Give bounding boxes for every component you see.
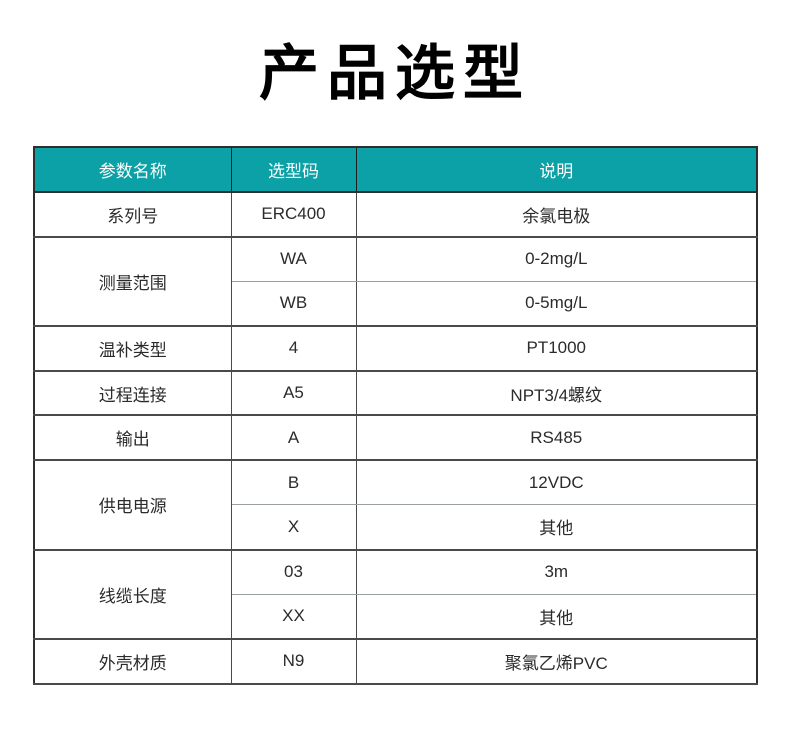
param-cell: 过程连接 [33,370,232,417]
code-cell: B [230,460,357,506]
desc-cell: 3m [355,549,758,595]
desc-cell: NPT3/4螺纹 [355,370,758,417]
table-row: 测量范围 WA 0-2mg/L [33,236,758,328]
param-cell: 测量范围 [33,236,232,328]
table-row: XX 其他 [34,594,758,640]
code-cell: 03 [230,549,357,595]
param-cell: 外壳材质 [33,638,232,685]
desc-cell: 0-2mg/L [355,236,758,282]
table-row: 外壳材质 N9 聚氯乙烯PVC [33,638,758,685]
table-row: WB 0-5mg/L [34,281,758,328]
product-selection-table: 参数名称 选型码 说明 系列号 ERC400 余氯电极 测量范围 WA 0-2m… [33,146,758,685]
table-row: 输出 A RS485 [33,415,758,462]
table-header: 参数名称 选型码 说明 [33,146,758,193]
code-cell: WA [230,236,357,282]
table-row: 温补类型 4 PT1000 [33,326,758,372]
header-param: 参数名称 [33,146,232,193]
table-row: X 其他 [34,504,758,551]
desc-cell: 聚氯乙烯PVC [355,638,758,685]
table-row: 系列号 ERC400 余氯电极 [33,192,758,238]
desc-cell: 12VDC [355,460,758,506]
header-code: 选型码 [230,146,357,193]
param-cell: 供电电源 [33,460,232,551]
code-cell: X [230,504,357,551]
desc-cell: 其他 [355,504,758,551]
param-cell: 线缆长度 [33,549,232,640]
table-row: 线缆长度 03 3m [33,549,758,640]
code-cell: A5 [230,370,357,417]
table-row: 过程连接 A5 NPT3/4螺纹 [33,370,758,417]
code-cell: ERC400 [230,192,357,238]
desc-cell: PT1000 [355,326,758,372]
param-cell: 温补类型 [33,326,232,372]
desc-cell: RS485 [355,415,758,462]
code-cell: XX [230,594,357,640]
desc-cell: 0-5mg/L [355,281,758,328]
code-cell: WB [230,281,357,328]
code-cell: 4 [230,326,357,372]
header-row: 参数名称 选型码 说明 [33,146,758,193]
desc-cell: 余氯电极 [355,192,758,238]
code-cell: A [230,415,357,462]
code-cell: N9 [230,638,357,685]
table-row: 供电电源 B 12VDC [33,460,758,551]
param-cell: 系列号 [33,192,232,238]
param-cell: 输出 [33,415,232,462]
page-title: 产品选型 [259,40,531,107]
desc-cell: 其他 [355,594,758,640]
header-desc: 说明 [355,146,758,193]
